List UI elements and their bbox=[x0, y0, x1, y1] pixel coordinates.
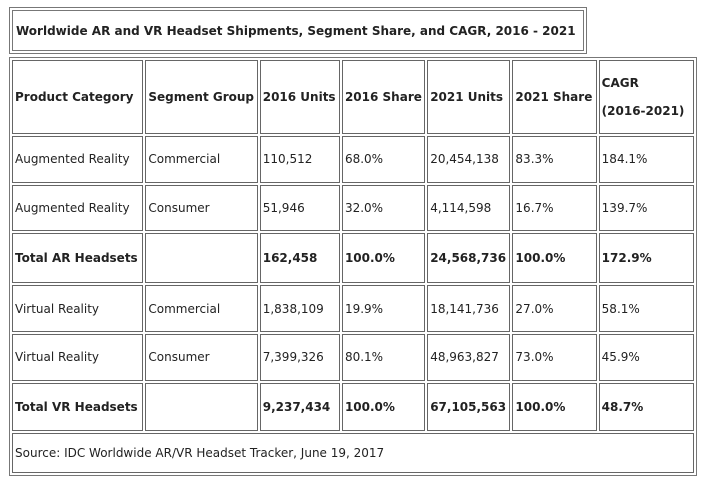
cell-2021-units: 4,114,598 bbox=[427, 184, 511, 231]
cell-2021-units: 18,141,736 bbox=[427, 285, 511, 333]
cell-2021-share: 83.3% bbox=[512, 136, 597, 183]
cell-cagr: 48.7% bbox=[598, 382, 694, 431]
cell-2016-units: 1,838,109 bbox=[259, 285, 340, 333]
cell-cagr: 172.9% bbox=[598, 232, 694, 284]
cell-product-category: Total VR Headsets bbox=[12, 382, 144, 431]
cell-2016-share: 80.1% bbox=[341, 334, 426, 381]
source-note: Source: IDC Worldwide AR/VR Headset Trac… bbox=[12, 432, 694, 473]
table-row: Virtual Reality Consumer 7,399,326 80.1% 48,… bbox=[12, 334, 694, 381]
table-row: Augmented Reality Commercial 110,512 68.0% 2… bbox=[12, 136, 694, 183]
cell-2016-share: 19.9% bbox=[341, 285, 426, 333]
cell-cagr: 45.9% bbox=[598, 334, 694, 381]
cell-cagr: 58.1% bbox=[598, 285, 694, 333]
header-row: Product Category Segment Group 2016 Unit… bbox=[12, 60, 694, 135]
cell-2016-units: 9,237,434 bbox=[259, 382, 340, 431]
cell-segment-group: Consumer bbox=[145, 334, 258, 381]
cell-2016-share: 100.0% bbox=[341, 382, 426, 431]
cell-2016-units: 7,399,326 bbox=[259, 334, 340, 381]
cell-2016-share: 32.0% bbox=[341, 184, 426, 231]
cell-2021-share: 73.0% bbox=[512, 334, 597, 381]
cell-product-category: Virtual Reality bbox=[12, 285, 144, 333]
header-cagr-period: (2016-2021) bbox=[601, 104, 685, 119]
table-title-box: Worldwide AR and VR Headset Shipments, S… bbox=[9, 7, 587, 54]
header-segment-group: Segment Group bbox=[145, 60, 258, 135]
cell-2021-share: 16.7% bbox=[512, 184, 597, 231]
cell-2021-share: 27.0% bbox=[512, 285, 597, 333]
cell-2016-share: 68.0% bbox=[341, 136, 426, 183]
header-2021-units: 2021 Units bbox=[427, 60, 511, 135]
cell-product-category: Augmented Reality bbox=[12, 136, 144, 183]
cell-2021-units: 24,568,736 bbox=[427, 232, 511, 284]
header-cagr: CAGR (2016-2021) bbox=[598, 60, 694, 135]
total-row: Total AR Headsets 162,458 100.0% 24,568,736… bbox=[12, 232, 694, 284]
table-row: Virtual Reality Commercial 1,838,109 19.9% 1… bbox=[12, 285, 694, 333]
cell-2016-units: 110,512 bbox=[259, 136, 340, 183]
cell-cagr: 139.7% bbox=[598, 184, 694, 231]
cell-product-category: Augmented Reality bbox=[12, 184, 144, 231]
header-2016-units: 2016 Units bbox=[259, 60, 340, 135]
cell-segment-group: Commercial bbox=[145, 285, 258, 333]
cell-2016-units: 162,458 bbox=[259, 232, 340, 284]
source-row: Source: IDC Worldwide AR/VR Headset Trac… bbox=[12, 432, 694, 473]
cell-segment-group: Consumer bbox=[145, 184, 258, 231]
cell-2016-units: 51,946 bbox=[259, 184, 340, 231]
cell-2021-units: 67,105,563 bbox=[427, 382, 511, 431]
cell-2016-share: 100.0% bbox=[341, 232, 426, 284]
cell-segment-group bbox=[145, 232, 258, 284]
table-row: Augmented Reality Consumer 51,946 32.0% 4,11… bbox=[12, 184, 694, 231]
header-2021-share: 2021 Share bbox=[512, 60, 597, 135]
cell-2021-units: 48,963,827 bbox=[427, 334, 511, 381]
cell-cagr: 184.1% bbox=[598, 136, 694, 183]
header-cagr-label: CAGR bbox=[601, 76, 639, 91]
cell-segment-group bbox=[145, 382, 258, 431]
cell-2021-share: 100.0% bbox=[512, 382, 597, 431]
header-product-category: Product Category bbox=[12, 60, 144, 135]
cell-product-category: Total AR Headsets bbox=[12, 232, 144, 284]
header-2016-share: 2016 Share bbox=[341, 60, 426, 135]
table-title: Worldwide AR and VR Headset Shipments, S… bbox=[12, 10, 584, 51]
total-row: Total VR Headsets 9,237,434 100.0% 67,105,5… bbox=[12, 382, 694, 431]
cell-product-category: Virtual Reality bbox=[12, 334, 144, 381]
shipments-table: Product Category Segment Group 2016 Unit… bbox=[9, 57, 697, 476]
cell-2021-share: 100.0% bbox=[512, 232, 597, 284]
cell-segment-group: Commercial bbox=[145, 136, 258, 183]
cell-2021-units: 20,454,138 bbox=[427, 136, 511, 183]
